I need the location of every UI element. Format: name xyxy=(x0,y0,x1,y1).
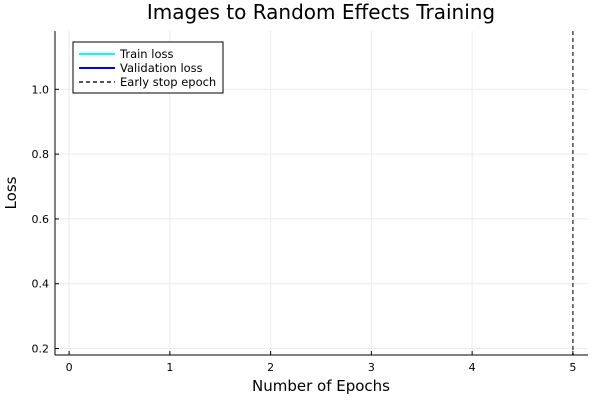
y-tick-label: 0.6 xyxy=(32,213,50,226)
axes xyxy=(54,31,588,356)
x-tick-label: 5 xyxy=(569,361,576,374)
x-axis-label: Number of Epochs xyxy=(252,377,390,395)
y-tick-label: 1.0 xyxy=(32,83,50,96)
x-ticks: 0 1 2 3 4 5 xyxy=(66,351,576,374)
x-tick-label: 0 xyxy=(66,361,73,374)
y-tick-label: 0.8 xyxy=(32,148,50,161)
legend-label: Train loss xyxy=(119,47,173,61)
legend-label: Validation loss xyxy=(120,61,203,75)
y-ticks: 0.2 0.4 0.6 0.8 1.0 xyxy=(32,83,59,356)
x-tick-label: 2 xyxy=(267,361,274,374)
y-tick-label: 0.2 xyxy=(32,343,50,356)
x-tick-label: 4 xyxy=(469,361,476,374)
y-axis-label: Loss xyxy=(2,176,20,209)
x-tick-label: 3 xyxy=(368,361,375,374)
x-tick-label: 1 xyxy=(166,361,173,374)
chart-title: Images to Random Effects Training xyxy=(147,0,495,24)
y-tick-label: 0.4 xyxy=(32,278,50,291)
legend-label: Early stop epoch xyxy=(120,75,216,89)
